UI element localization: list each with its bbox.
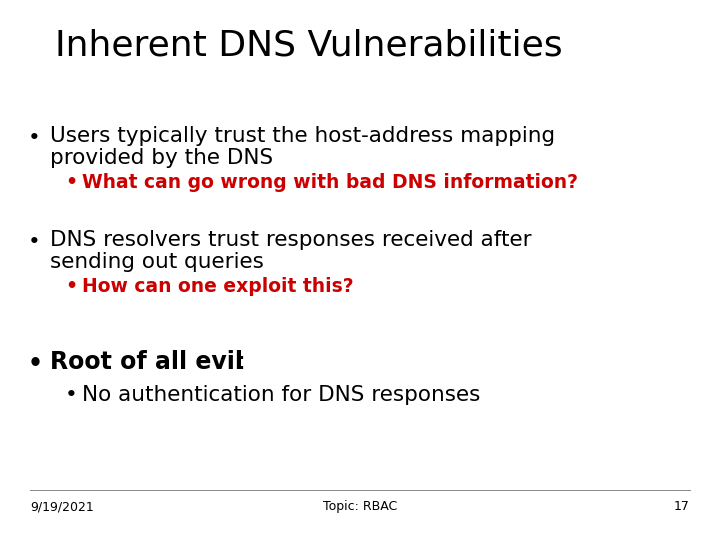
Text: Topic: RBAC: Topic: RBAC: [323, 500, 397, 513]
Text: •: •: [65, 385, 78, 405]
Text: sending out queries: sending out queries: [50, 252, 264, 272]
Text: •: •: [28, 128, 41, 148]
Text: provided by the DNS: provided by the DNS: [50, 148, 273, 168]
Text: •: •: [28, 232, 41, 252]
Text: How can one exploit this?: How can one exploit this?: [82, 277, 354, 296]
Text: Root of all evil: Root of all evil: [50, 350, 243, 374]
Text: •: •: [65, 277, 77, 296]
Text: •: •: [28, 352, 43, 376]
Text: :: :: [237, 350, 245, 374]
Text: What can go wrong with bad DNS information?: What can go wrong with bad DNS informati…: [82, 173, 578, 192]
Text: 17: 17: [674, 500, 690, 513]
Text: 9/19/2021: 9/19/2021: [30, 500, 94, 513]
Text: Inherent DNS Vulnerabilities: Inherent DNS Vulnerabilities: [55, 28, 562, 62]
Text: No authentication for DNS responses: No authentication for DNS responses: [82, 385, 480, 405]
Text: DNS resolvers trust responses received after: DNS resolvers trust responses received a…: [50, 230, 531, 250]
Text: •: •: [65, 173, 77, 192]
Text: Users typically trust the host-address mapping: Users typically trust the host-address m…: [50, 126, 555, 146]
